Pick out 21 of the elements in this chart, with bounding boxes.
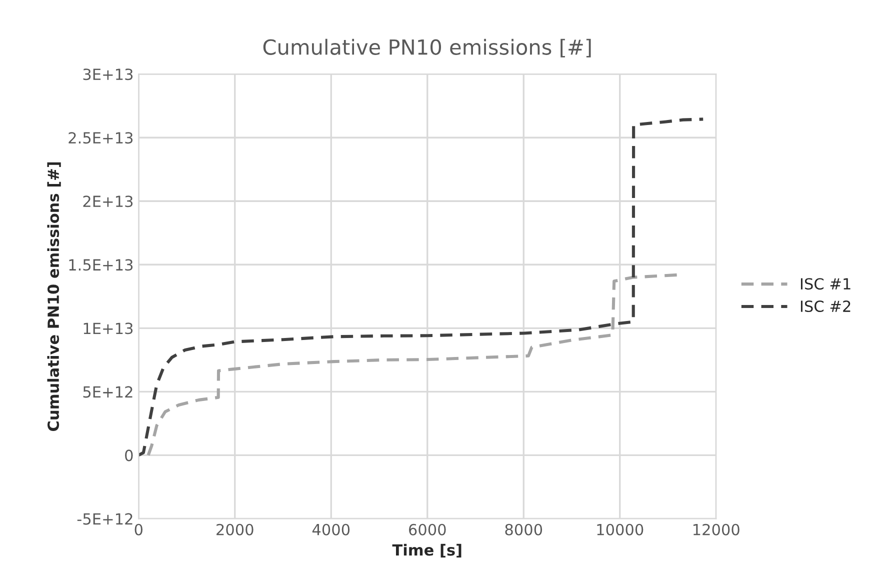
legend-label: ISC #1 xyxy=(800,278,850,290)
y-tick-label: 1E+13 xyxy=(84,322,133,334)
x-tick-label: 12000 xyxy=(693,524,740,536)
x-tick-label: 8000 xyxy=(505,524,542,536)
x-axis-title: Time [s] xyxy=(392,544,462,558)
y-tick-label: 2E+13 xyxy=(83,196,133,208)
y-tick-label: 5E+12 xyxy=(83,386,132,398)
y-tick-label: 3E+13 xyxy=(83,68,133,80)
x-tick-label: 6000 xyxy=(409,524,446,536)
legend-label: ISC #2 xyxy=(800,300,850,312)
y-tick-label: 2.5E+13 xyxy=(68,132,133,144)
y-tick-label: 1.5E+13 xyxy=(69,259,133,271)
y-tick-label: -5E+12 xyxy=(77,513,132,525)
x-tick-label: 2000 xyxy=(216,524,254,536)
x-tick-label: 10000 xyxy=(597,524,644,536)
y-tick-label: 0 xyxy=(125,450,133,462)
x-tick-label: 4000 xyxy=(312,524,350,536)
line-series xyxy=(138,118,705,457)
chart-title: Cumulative PN10 emissions [#] xyxy=(263,38,591,58)
x-tick-label: 0 xyxy=(134,524,142,536)
y-axis-title: Cumulative PN10 emissions [#] xyxy=(47,162,61,431)
